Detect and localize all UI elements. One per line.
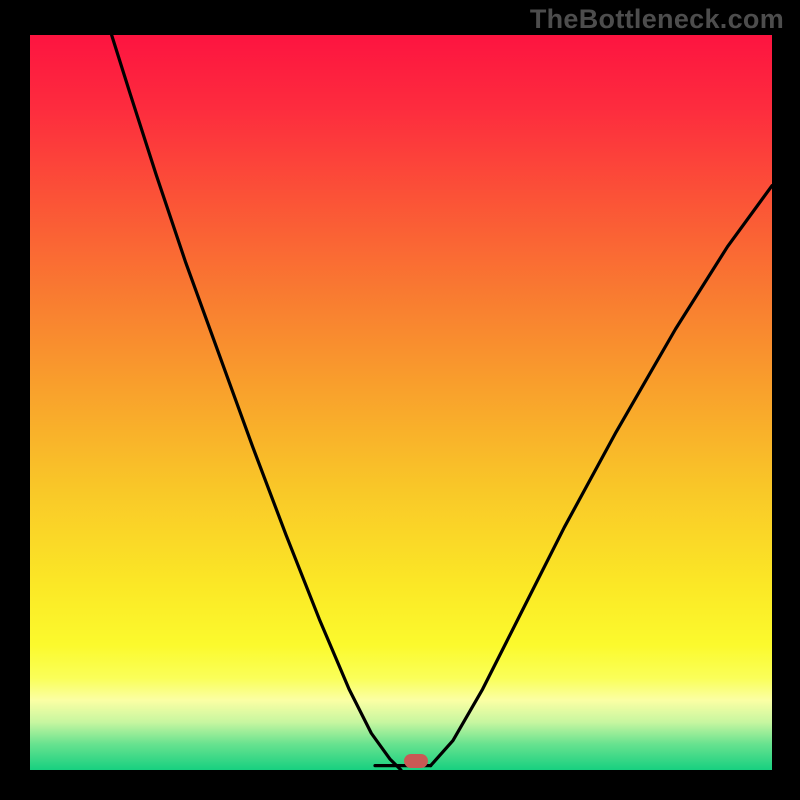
bottleneck-marker	[404, 754, 428, 768]
watermark-text: TheBottleneck.com	[530, 4, 784, 35]
plot-area	[30, 35, 772, 770]
